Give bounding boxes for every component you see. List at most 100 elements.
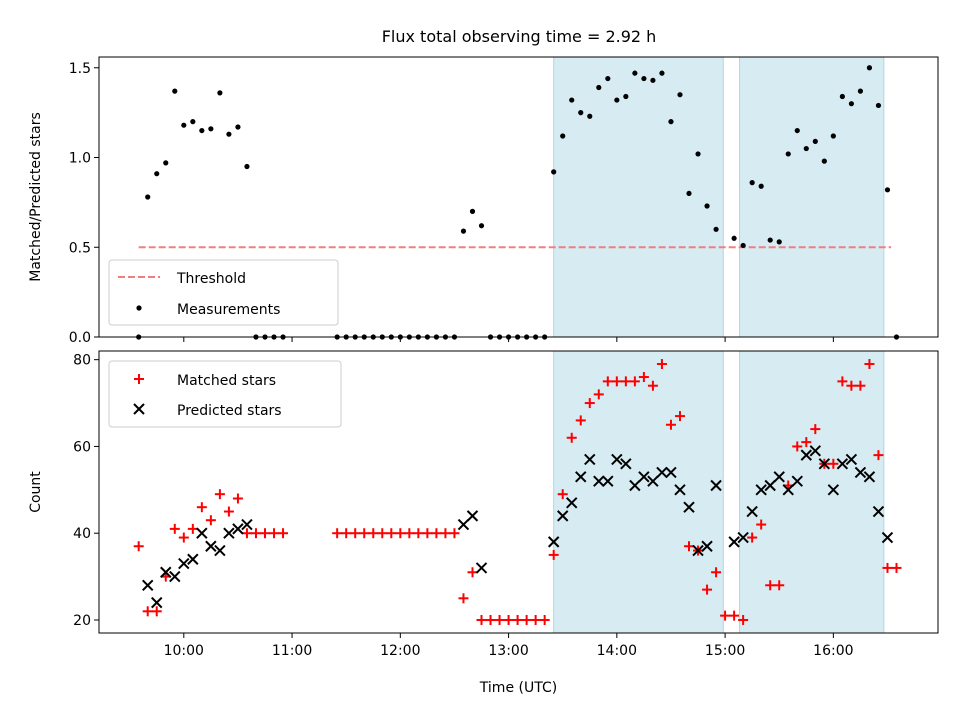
bottom-ytick-label: 80 bbox=[73, 353, 91, 369]
measurement-point bbox=[758, 183, 764, 189]
bottom-legend: Matched stars Predicted stars bbox=[108, 360, 342, 428]
matched-star-point bbox=[684, 541, 695, 552]
predicted-star-point bbox=[872, 505, 885, 518]
measurement-point bbox=[235, 124, 241, 130]
measurement-point bbox=[163, 160, 169, 166]
predicted-star-point bbox=[620, 458, 632, 470]
matched-star-point bbox=[711, 567, 722, 578]
matched-star-point bbox=[846, 380, 857, 391]
bottom-shaded-span-2 bbox=[739, 350, 885, 634]
predicted-star-point bbox=[791, 475, 803, 487]
matched-star-point bbox=[765, 580, 776, 591]
measurement-point bbox=[713, 226, 719, 232]
measurement-point bbox=[244, 163, 250, 170]
matched-star-point bbox=[801, 437, 812, 448]
legend-matched-label: Matched stars bbox=[177, 373, 276, 389]
measurement-point bbox=[181, 122, 187, 128]
measurement-point bbox=[596, 84, 602, 91]
matched-star-point bbox=[810, 424, 821, 435]
predicted-star-point bbox=[854, 466, 867, 479]
predicted-star-point bbox=[755, 484, 767, 496]
matched-star-point bbox=[449, 528, 460, 539]
xtick-label: 10:00 bbox=[164, 643, 204, 659]
measurement-point bbox=[460, 228, 467, 234]
predicted-star-point bbox=[611, 453, 623, 466]
bottom-panel: 20 40 60 80 Count 10:00 11:00 12:00 13:00 14:00 15… bbox=[28, 350, 939, 696]
measurement-point bbox=[695, 151, 701, 157]
measurement-point bbox=[677, 92, 683, 98]
matched-star-point bbox=[350, 528, 361, 539]
predicted-star-point bbox=[547, 536, 560, 548]
matched-star-point bbox=[196, 502, 207, 513]
measurement-point bbox=[668, 119, 674, 125]
matched-star-point bbox=[891, 562, 902, 573]
predicted-star-point bbox=[710, 479, 722, 492]
predicted-star-point bbox=[674, 484, 686, 496]
matched-star-point bbox=[638, 372, 649, 383]
bottom-legend-box bbox=[108, 360, 342, 428]
matched-star-point bbox=[169, 523, 180, 534]
legend-measurements-swatch bbox=[136, 305, 142, 311]
matched-star-point bbox=[142, 606, 153, 617]
predicted-star-point bbox=[151, 596, 163, 609]
matched-star-point bbox=[232, 493, 243, 504]
top-shaded-span-2 bbox=[739, 56, 885, 338]
predicted-star-point bbox=[746, 505, 758, 518]
matched-star-point bbox=[792, 441, 803, 452]
matched-star-point bbox=[521, 614, 532, 625]
matched-star-point bbox=[503, 614, 514, 625]
predicted-star-point bbox=[169, 570, 181, 583]
matched-star-point bbox=[269, 528, 280, 539]
predicted-star-point bbox=[773, 471, 785, 483]
matched-star-point bbox=[223, 506, 234, 517]
predicted-star-point bbox=[863, 471, 876, 483]
measurement-point bbox=[605, 75, 611, 82]
xtick-label: 13:00 bbox=[488, 643, 528, 659]
matched-star-point bbox=[656, 359, 667, 370]
matched-star-point bbox=[584, 398, 595, 409]
matched-star-point bbox=[864, 359, 875, 370]
matched-star-point bbox=[151, 606, 162, 617]
predicted-star-point bbox=[665, 466, 677, 479]
matched-star-point bbox=[278, 528, 289, 539]
measurement-point bbox=[821, 158, 827, 164]
legend-threshold-label: Threshold bbox=[176, 271, 246, 287]
predicted-star-point bbox=[845, 453, 858, 466]
predicted-star-point bbox=[556, 510, 569, 522]
matched-star-point bbox=[467, 567, 478, 578]
measurement-point bbox=[632, 70, 638, 76]
matched-star-point bbox=[665, 419, 676, 430]
matched-star-point bbox=[828, 458, 839, 469]
measurement-point bbox=[650, 77, 656, 83]
matched-star-point bbox=[250, 528, 261, 539]
predicted-star-point bbox=[566, 497, 578, 509]
predicted-star-point bbox=[475, 562, 488, 574]
predicted-star-point bbox=[575, 471, 587, 483]
measurement-point bbox=[812, 138, 818, 144]
matched-star-point bbox=[602, 376, 613, 387]
matched-star-point bbox=[133, 541, 144, 552]
predicted-star-point bbox=[241, 518, 253, 531]
predicted-star-point bbox=[728, 536, 740, 548]
measurement-point bbox=[731, 235, 737, 241]
matched-star-point bbox=[774, 580, 785, 591]
measurement-point bbox=[659, 70, 665, 76]
legend-predicted-swatch bbox=[133, 403, 145, 415]
predicted-star-point bbox=[692, 544, 704, 557]
matched-star-point bbox=[241, 528, 252, 539]
measurement-point bbox=[848, 101, 854, 107]
measurement-point bbox=[839, 93, 845, 100]
predicted-star-point bbox=[764, 479, 776, 492]
top-ytick-label: 1.0 bbox=[69, 151, 91, 167]
measurement-point bbox=[740, 242, 746, 249]
matched-star-point bbox=[566, 432, 577, 443]
matched-star-point bbox=[368, 528, 379, 539]
xtick-label: 14:00 bbox=[597, 643, 637, 659]
matched-star-point bbox=[620, 376, 631, 387]
predicted-star-point bbox=[178, 557, 190, 570]
matched-star-point bbox=[395, 528, 406, 539]
matched-star-point bbox=[413, 528, 424, 539]
matched-star-point bbox=[629, 376, 640, 387]
matched-star-point bbox=[756, 519, 767, 530]
